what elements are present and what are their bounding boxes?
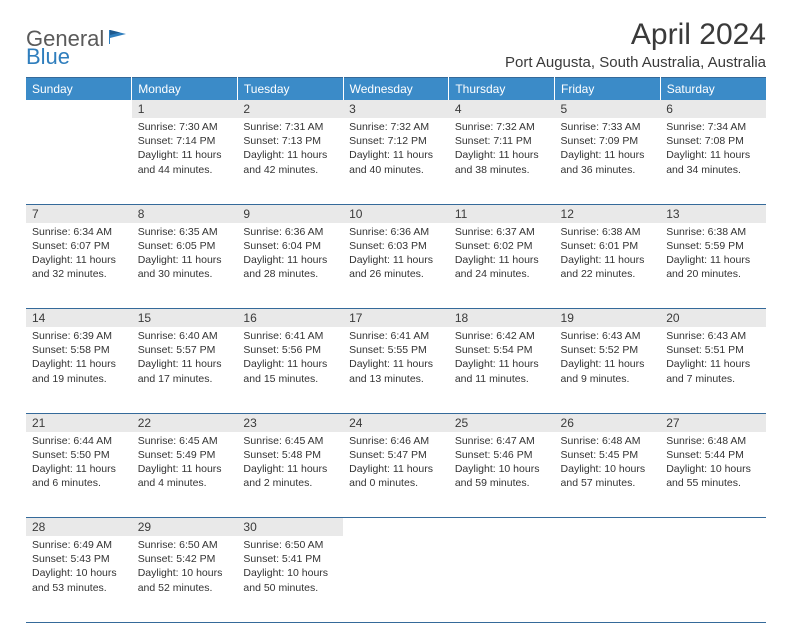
calendar-table: Sunday Monday Tuesday Wednesday Thursday… (26, 77, 766, 623)
weekday-header: Saturday (660, 78, 766, 101)
day-content-cell: Sunrise: 6:41 AMSunset: 5:56 PMDaylight:… (237, 327, 343, 413)
day-content-cell: Sunrise: 6:43 AMSunset: 5:51 PMDaylight:… (660, 327, 766, 413)
day-content-cell: Sunrise: 7:33 AMSunset: 7:09 PMDaylight:… (555, 118, 661, 204)
day-content-cell: Sunrise: 6:40 AMSunset: 5:57 PMDaylight:… (132, 327, 238, 413)
day-number-cell: 11 (449, 204, 555, 223)
day-content-cell (343, 536, 449, 622)
title-block: April 2024 Port Augusta, South Australia… (505, 18, 766, 71)
weekday-header-row: Sunday Monday Tuesday Wednesday Thursday… (26, 78, 766, 101)
day-content-cell: Sunrise: 7:34 AMSunset: 7:08 PMDaylight:… (660, 118, 766, 204)
daynum-row: 282930 (26, 518, 766, 537)
logo-blue-wrap: Blue (26, 44, 70, 70)
day-number-cell: 16 (237, 309, 343, 328)
day-content-cell: Sunrise: 6:42 AMSunset: 5:54 PMDaylight:… (449, 327, 555, 413)
calendar-page: General April 2024 Port Augusta, South A… (0, 0, 792, 623)
day-number-cell: 13 (660, 204, 766, 223)
day-number-cell: 24 (343, 413, 449, 432)
day-content-cell: Sunrise: 6:48 AMSunset: 5:45 PMDaylight:… (555, 432, 661, 518)
weekday-header: Wednesday (343, 78, 449, 101)
day-content-cell (26, 118, 132, 204)
day-content-cell: Sunrise: 7:30 AMSunset: 7:14 PMDaylight:… (132, 118, 238, 204)
weekday-header: Friday (555, 78, 661, 101)
day-content-row: Sunrise: 6:39 AMSunset: 5:58 PMDaylight:… (26, 327, 766, 413)
day-content-cell: Sunrise: 6:34 AMSunset: 6:07 PMDaylight:… (26, 223, 132, 309)
day-content-cell: Sunrise: 7:32 AMSunset: 7:12 PMDaylight:… (343, 118, 449, 204)
day-number-cell: 22 (132, 413, 238, 432)
daynum-row: 123456 (26, 100, 766, 118)
weekday-header: Tuesday (237, 78, 343, 101)
day-content-row: Sunrise: 7:30 AMSunset: 7:14 PMDaylight:… (26, 118, 766, 204)
logo-flag-icon (108, 28, 130, 51)
day-content-cell: Sunrise: 6:39 AMSunset: 5:58 PMDaylight:… (26, 327, 132, 413)
day-content-cell: Sunrise: 6:43 AMSunset: 5:52 PMDaylight:… (555, 327, 661, 413)
day-number-cell: 3 (343, 100, 449, 118)
day-number-cell: 28 (26, 518, 132, 537)
day-number-cell: 2 (237, 100, 343, 118)
day-content-cell: Sunrise: 6:45 AMSunset: 5:49 PMDaylight:… (132, 432, 238, 518)
day-number-cell: 4 (449, 100, 555, 118)
day-number-cell (26, 100, 132, 118)
day-number-cell: 21 (26, 413, 132, 432)
weekday-header: Sunday (26, 78, 132, 101)
daynum-row: 21222324252627 (26, 413, 766, 432)
day-content-cell: Sunrise: 6:47 AMSunset: 5:46 PMDaylight:… (449, 432, 555, 518)
month-title: April 2024 (505, 18, 766, 52)
day-number-cell: 9 (237, 204, 343, 223)
day-number-cell: 20 (660, 309, 766, 328)
day-number-cell: 7 (26, 204, 132, 223)
day-number-cell (343, 518, 449, 537)
day-content-cell (660, 536, 766, 622)
day-number-cell: 19 (555, 309, 661, 328)
day-content-cell: Sunrise: 6:41 AMSunset: 5:55 PMDaylight:… (343, 327, 449, 413)
day-content-cell: Sunrise: 6:46 AMSunset: 5:47 PMDaylight:… (343, 432, 449, 518)
day-number-cell: 1 (132, 100, 238, 118)
day-number-cell: 27 (660, 413, 766, 432)
day-content-cell: Sunrise: 6:38 AMSunset: 6:01 PMDaylight:… (555, 223, 661, 309)
day-content-cell: Sunrise: 6:35 AMSunset: 6:05 PMDaylight:… (132, 223, 238, 309)
day-content-cell (449, 536, 555, 622)
day-number-cell (660, 518, 766, 537)
daynum-row: 78910111213 (26, 204, 766, 223)
day-number-cell (449, 518, 555, 537)
day-content-row: Sunrise: 6:44 AMSunset: 5:50 PMDaylight:… (26, 432, 766, 518)
day-number-cell: 5 (555, 100, 661, 118)
day-content-cell: Sunrise: 6:44 AMSunset: 5:50 PMDaylight:… (26, 432, 132, 518)
day-content-cell: Sunrise: 6:37 AMSunset: 6:02 PMDaylight:… (449, 223, 555, 309)
logo-text-blue: Blue (26, 44, 70, 69)
day-content-row: Sunrise: 6:49 AMSunset: 5:43 PMDaylight:… (26, 536, 766, 622)
page-header: General April 2024 Port Augusta, South A… (26, 18, 766, 71)
day-number-cell: 29 (132, 518, 238, 537)
day-number-cell: 14 (26, 309, 132, 328)
day-content-cell: Sunrise: 6:36 AMSunset: 6:03 PMDaylight:… (343, 223, 449, 309)
day-content-cell: Sunrise: 7:31 AMSunset: 7:13 PMDaylight:… (237, 118, 343, 204)
day-number-cell: 15 (132, 309, 238, 328)
day-content-cell: Sunrise: 6:50 AMSunset: 5:41 PMDaylight:… (237, 536, 343, 622)
location-subtitle: Port Augusta, South Australia, Australia (505, 54, 766, 71)
day-content-row: Sunrise: 6:34 AMSunset: 6:07 PMDaylight:… (26, 223, 766, 309)
day-content-cell: Sunrise: 6:38 AMSunset: 5:59 PMDaylight:… (660, 223, 766, 309)
day-content-cell (555, 536, 661, 622)
day-number-cell: 12 (555, 204, 661, 223)
day-number-cell: 26 (555, 413, 661, 432)
day-content-cell: Sunrise: 6:50 AMSunset: 5:42 PMDaylight:… (132, 536, 238, 622)
day-number-cell: 10 (343, 204, 449, 223)
daynum-row: 14151617181920 (26, 309, 766, 328)
day-number-cell: 30 (237, 518, 343, 537)
day-number-cell: 17 (343, 309, 449, 328)
day-content-cell: Sunrise: 6:48 AMSunset: 5:44 PMDaylight:… (660, 432, 766, 518)
day-number-cell: 25 (449, 413, 555, 432)
day-content-cell: Sunrise: 7:32 AMSunset: 7:11 PMDaylight:… (449, 118, 555, 204)
day-content-cell: Sunrise: 6:49 AMSunset: 5:43 PMDaylight:… (26, 536, 132, 622)
day-number-cell: 18 (449, 309, 555, 328)
day-content-cell: Sunrise: 6:45 AMSunset: 5:48 PMDaylight:… (237, 432, 343, 518)
day-number-cell: 8 (132, 204, 238, 223)
weekday-header: Monday (132, 78, 238, 101)
day-number-cell: 6 (660, 100, 766, 118)
day-content-cell: Sunrise: 6:36 AMSunset: 6:04 PMDaylight:… (237, 223, 343, 309)
day-number-cell: 23 (237, 413, 343, 432)
weekday-header: Thursday (449, 78, 555, 101)
day-number-cell (555, 518, 661, 537)
